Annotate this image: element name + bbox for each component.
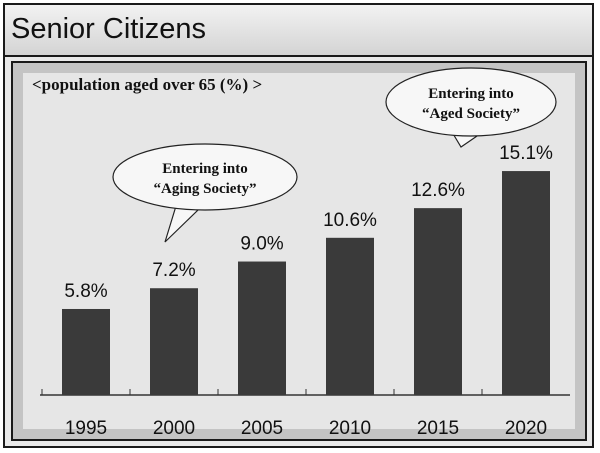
value-label-2010: 10.6% [323, 210, 377, 231]
bar-2000 [150, 288, 198, 395]
value-label-2000: 7.2% [152, 260, 195, 281]
annotation-bubble-2020: Entering into “Aged Society” [385, 67, 557, 148]
bar-2005 [238, 261, 286, 395]
tick-label-1995: 1995 [65, 418, 107, 439]
bar-2010 [326, 237, 374, 395]
page-title: Senior Citizens [11, 13, 207, 45]
annotation-line: Entering into [428, 86, 513, 102]
value-label-2015: 12.6% [411, 180, 465, 201]
annotation-bubble-2000: Entering into “Aging Society” [112, 143, 298, 243]
value-label-1995: 5.8% [64, 281, 107, 302]
bar-2020 [502, 171, 550, 395]
title-bar: Senior Citizens [5, 5, 592, 57]
chart-title: <population aged over 65 (%) > [32, 75, 262, 94]
tick-label-2010: 2010 [329, 418, 371, 439]
annotation-line: “Aged Society” [422, 106, 520, 122]
annotation-line: “Aging Society” [154, 181, 257, 197]
annotation-line: Entering into [162, 161, 247, 177]
value-label-2020: 15.1% [499, 143, 553, 164]
tick-label-2005: 2005 [241, 418, 283, 439]
tick-label-2000: 2000 [153, 418, 195, 439]
value-label-2005: 9.0% [240, 234, 283, 255]
bar-2015 [414, 208, 462, 395]
tick-label-2015: 2015 [417, 418, 459, 439]
bar-1995 [62, 308, 110, 395]
tick-label-2020: 2020 [505, 418, 547, 439]
